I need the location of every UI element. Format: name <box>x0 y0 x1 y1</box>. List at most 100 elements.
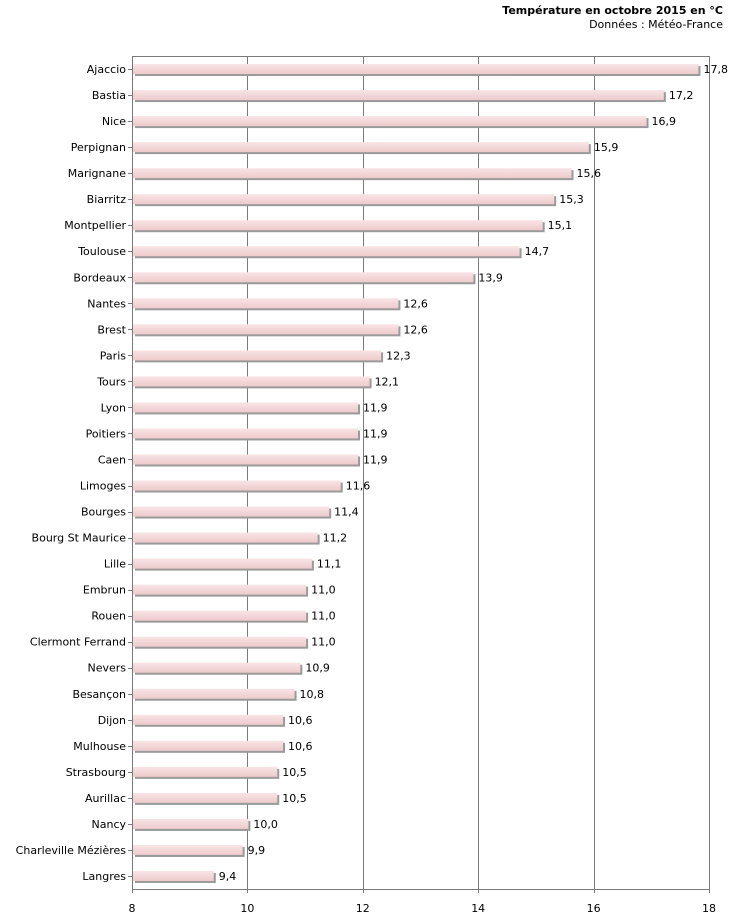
bar-nantes <box>133 298 399 309</box>
data-label: 17,8 <box>703 63 728 76</box>
chart-subtitle: Données : Météo-France <box>589 18 723 31</box>
chart-title: Température en octobre 2015 en °C <box>502 4 723 17</box>
y-category-label: Marignane <box>68 167 126 180</box>
bar-lyon <box>133 402 359 413</box>
bar-limoges <box>133 480 341 491</box>
bar-besan-on <box>133 688 295 699</box>
data-label: 13,9 <box>478 271 503 284</box>
bar-paris <box>133 350 382 361</box>
y-category-label: Charleville Mézières <box>16 844 127 857</box>
y-category-label: Bordeaux <box>73 271 126 284</box>
bar-embrun <box>133 584 307 595</box>
data-label: 14,7 <box>525 245 550 258</box>
y-category-label: Langres <box>82 870 126 883</box>
data-label: 17,2 <box>669 89 694 102</box>
x-tick-label: 18 <box>702 902 716 915</box>
data-label: 11,0 <box>311 584 336 597</box>
x-tick-label: 10 <box>240 902 254 915</box>
y-category-label: Nantes <box>87 297 126 310</box>
data-label: 12,1 <box>375 375 400 388</box>
data-label: 10,5 <box>282 792 307 805</box>
bar-poitiers <box>133 428 359 439</box>
y-category-label: Nancy <box>92 818 127 831</box>
bar-bourges <box>133 506 330 517</box>
bar-aurillac <box>133 792 278 803</box>
bar-strasbourg <box>133 766 278 777</box>
bar-rouen <box>133 610 307 621</box>
x-tick-label: 14 <box>471 902 485 915</box>
data-label: 10,9 <box>305 662 330 675</box>
y-category-label: Mulhouse <box>73 740 126 753</box>
x-tick-label: 12 <box>356 902 370 915</box>
bar-tours <box>133 376 370 387</box>
y-category-label: Aurillac <box>85 792 126 805</box>
data-label: 11,9 <box>363 453 388 466</box>
bar-nice <box>133 116 647 127</box>
data-label: 11,4 <box>334 506 359 519</box>
bar-langres <box>133 870 214 881</box>
y-category-label: Dijon <box>98 714 126 727</box>
data-label: 10,5 <box>282 766 307 779</box>
bar-bourg-st-maurice <box>133 532 318 543</box>
x-tick-label: 8 <box>129 902 136 915</box>
bar-mulhouse <box>133 740 284 751</box>
x-tick-label: 16 <box>587 902 601 915</box>
data-label: 10,0 <box>253 818 278 831</box>
y-category-label: Lyon <box>101 401 126 414</box>
data-label: 15,1 <box>548 219 573 232</box>
y-category-label: Biarritz <box>87 193 127 206</box>
data-label: 12,6 <box>403 297 428 310</box>
y-category-label: Paris <box>100 349 126 362</box>
data-label: 11,9 <box>363 401 388 414</box>
y-category-label: Nice <box>102 115 126 128</box>
y-category-label: Lille <box>104 558 126 571</box>
data-label: 15,3 <box>559 193 584 206</box>
y-category-label: Caen <box>98 453 126 466</box>
bar-brest <box>133 324 399 335</box>
bar-ajaccio <box>133 64 699 75</box>
y-category-label: Besançon <box>72 688 126 701</box>
y-category-label: Perpignan <box>71 141 126 154</box>
data-label: 16,9 <box>652 115 677 128</box>
y-category-label: Ajaccio <box>87 63 126 76</box>
y-category-label: Poitiers <box>86 427 127 440</box>
y-category-label: Rouen <box>91 610 126 623</box>
data-label: 11,6 <box>346 480 371 493</box>
data-label: 10,8 <box>300 688 325 701</box>
bar-montpellier <box>133 220 543 231</box>
bar-caen <box>133 454 359 465</box>
y-category-label: Tours <box>96 375 126 388</box>
data-label: 9,9 <box>248 844 266 857</box>
y-category-label: Bourges <box>81 506 126 519</box>
y-category-label: Bastia <box>92 89 126 102</box>
y-category-label: Brest <box>97 323 126 336</box>
data-label: 11,9 <box>363 427 388 440</box>
y-category-label: Toulouse <box>77 245 126 258</box>
data-label: 11,0 <box>311 636 336 649</box>
y-category-label: Clermont Ferrand <box>30 636 126 649</box>
bar-toulouse <box>133 246 520 257</box>
data-label: 15,9 <box>594 141 619 154</box>
bar-marignane <box>133 168 572 179</box>
y-category-label: Nevers <box>87 662 126 675</box>
bar-bordeaux <box>133 272 474 283</box>
data-label: 9,4 <box>219 870 237 883</box>
y-category-label: Limoges <box>80 480 126 493</box>
data-label: 11,1 <box>317 558 342 571</box>
bar-bastia <box>133 90 664 101</box>
y-category-label: Strasbourg <box>66 766 126 779</box>
bar-biarritz <box>133 194 555 205</box>
bar-charleville-m-zi-res <box>133 844 243 855</box>
data-label: 12,6 <box>403 323 428 336</box>
bar-perpignan <box>133 142 589 153</box>
chart-title-block: Température en octobre 2015 en °C Donnée… <box>502 4 723 32</box>
y-category-label: Bourg St Maurice <box>32 532 127 545</box>
data-label: 11,2 <box>323 532 348 545</box>
data-label: 15,6 <box>577 167 602 180</box>
labels: 8 10 12 14 16 18 Ajaccio 17,8 Bastia 17,2 Nice 16,9… <box>16 63 728 915</box>
data-label: 11,0 <box>311 610 336 623</box>
y-category-label: Montpellier <box>64 219 126 232</box>
bar-lille <box>133 558 312 569</box>
bar-clermont-ferrand <box>133 636 307 647</box>
